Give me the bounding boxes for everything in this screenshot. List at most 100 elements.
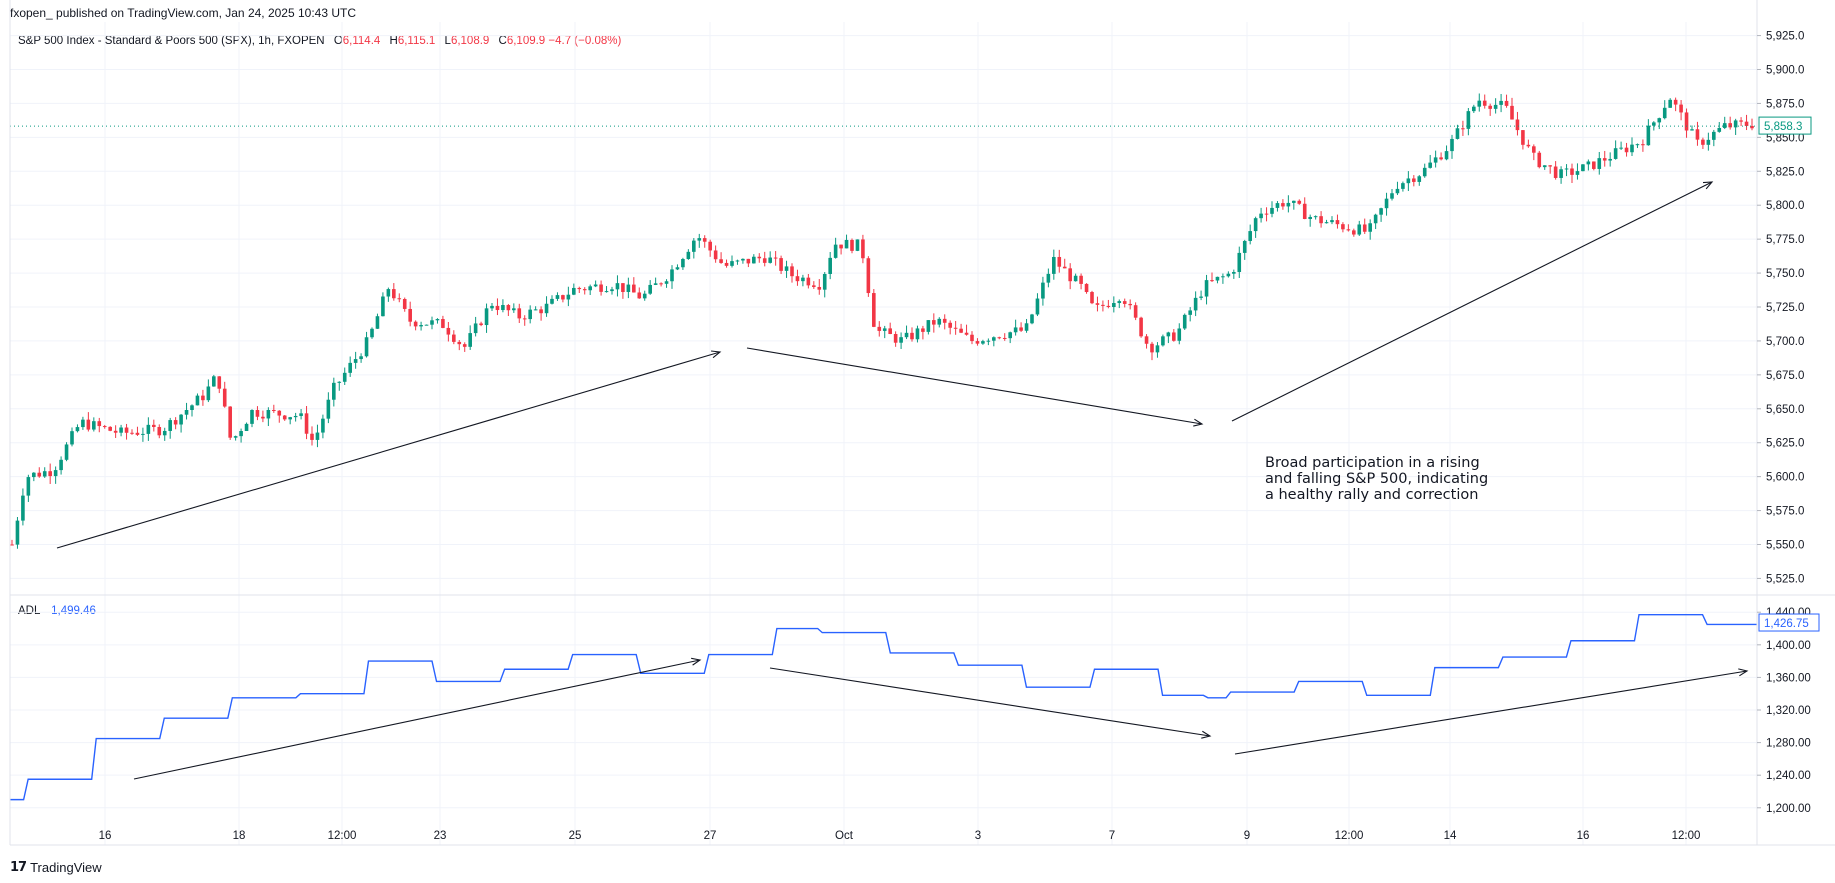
adl-legend[interactable]: ADL 1,499.46 <box>18 605 96 617</box>
time-tick-label: 9 <box>1244 830 1250 842</box>
candle-body <box>1739 120 1743 122</box>
adl-tick-label: 1,320.00 <box>1766 705 1811 717</box>
candle-body <box>1482 100 1487 106</box>
candle-body <box>1472 106 1476 112</box>
high-value: 6,115.1 <box>397 35 436 47</box>
candle-body <box>1532 146 1536 153</box>
candle-body <box>555 295 560 299</box>
candle-body <box>1259 213 1263 219</box>
candle-body <box>1150 343 1154 353</box>
time-tick-label: 3 <box>975 830 981 842</box>
price-tick-label: 5,725.0 <box>1766 302 1804 314</box>
candle-body <box>1292 200 1296 203</box>
candle-body <box>1750 125 1754 129</box>
candle-body <box>1199 296 1203 298</box>
candle-body <box>806 277 811 286</box>
symbol-label[interactable]: S&P 500 Index - Standard & Poors 500 (SP… <box>18 35 325 47</box>
candle-body <box>550 298 554 304</box>
candle-body <box>1341 224 1345 230</box>
candle-body <box>42 471 47 477</box>
candle-body <box>844 239 849 249</box>
candle-body <box>572 287 576 295</box>
candle-body <box>64 444 69 460</box>
time-tick-label: 12:00 <box>328 830 357 842</box>
candle-body <box>97 421 102 427</box>
candle-body <box>266 409 271 419</box>
candle-body <box>768 257 772 263</box>
candle-body <box>53 470 58 477</box>
annotation-line-3[interactable]: a healthy rally and correction <box>1265 487 1478 503</box>
price-tick-label: 5,650.0 <box>1766 404 1804 416</box>
candle-body <box>1324 222 1329 224</box>
grid-lines <box>10 22 1757 845</box>
candle-body <box>152 424 156 428</box>
candle-body <box>1499 100 1503 105</box>
price-legend: S&P 500 Index - Standard & Poors 500 (SP… <box>18 35 621 47</box>
candle-body <box>1302 203 1307 220</box>
adl-last-box <box>1758 613 1820 632</box>
annotation-line-1[interactable]: Broad participation in a rising <box>1265 455 1480 471</box>
candle-body <box>15 520 20 545</box>
candle-body <box>157 427 162 436</box>
candle-body <box>1450 138 1454 152</box>
candle-body <box>201 395 205 401</box>
tradingview-brand[interactable]: 𝟭𝟳 TradingView <box>10 859 102 875</box>
candle-body <box>752 256 756 264</box>
candle-body <box>1422 167 1427 177</box>
candle-body <box>839 244 843 249</box>
price-tick-label: 5,600.0 <box>1766 472 1804 484</box>
close-value: 6,109.9 <box>506 35 546 47</box>
adl-tick-label: 1,400.00 <box>1766 640 1811 652</box>
candle-body <box>1717 127 1722 132</box>
candle-body <box>1690 129 1694 131</box>
candle-body <box>528 309 532 320</box>
arrow-adl-rise-2-head <box>1738 668 1749 677</box>
adl-tick-label: 1,280.00 <box>1766 738 1811 750</box>
last-price-label: 5,858.3 <box>1764 121 1802 133</box>
price-tick-label: 5,575.0 <box>1766 506 1804 518</box>
candle-body <box>1161 336 1165 346</box>
candle-body <box>561 295 565 300</box>
candle-body <box>92 421 96 430</box>
candle-body <box>790 266 794 277</box>
candle-body <box>937 318 942 325</box>
candle-body <box>1232 272 1236 274</box>
candle-body <box>1248 231 1252 241</box>
candle-body <box>1226 273 1231 277</box>
candle-body <box>1652 122 1656 126</box>
candle-body <box>1215 276 1220 281</box>
annotation-line-2[interactable]: and falling S&P 500, indicating <box>1265 471 1488 487</box>
candle-body <box>741 258 745 261</box>
candle-body <box>1182 314 1187 329</box>
candle-body <box>1439 157 1443 160</box>
candle-body <box>48 471 52 477</box>
candle-body <box>517 308 522 319</box>
tradingview-logo-icon: 𝟭𝟳 <box>10 859 27 874</box>
candle-body <box>293 415 298 418</box>
candle-body <box>233 436 238 438</box>
candle-body <box>1602 158 1607 161</box>
candle-body <box>1684 112 1689 131</box>
arrow-price-rise-2 <box>1231 181 1713 422</box>
candle-body <box>544 303 549 314</box>
candle-body <box>512 308 516 311</box>
close-label: C <box>498 35 507 47</box>
candle-body <box>681 259 685 268</box>
candle-body <box>1744 121 1749 126</box>
candle-body <box>435 319 440 321</box>
candle-body <box>773 257 778 259</box>
candle-body <box>1613 148 1618 159</box>
candle-body <box>1204 280 1209 297</box>
candle-body <box>1242 240 1247 253</box>
candle-body <box>1030 314 1034 324</box>
candle-body <box>315 432 320 440</box>
candle-body <box>921 328 925 332</box>
candle-body <box>1379 208 1383 215</box>
candle-body <box>642 293 647 299</box>
candle-body <box>626 284 631 292</box>
arrow-adl-rise-1 <box>133 659 701 780</box>
candle-body <box>1559 169 1563 178</box>
candle-body <box>1635 144 1640 146</box>
candle-body <box>1253 218 1258 232</box>
